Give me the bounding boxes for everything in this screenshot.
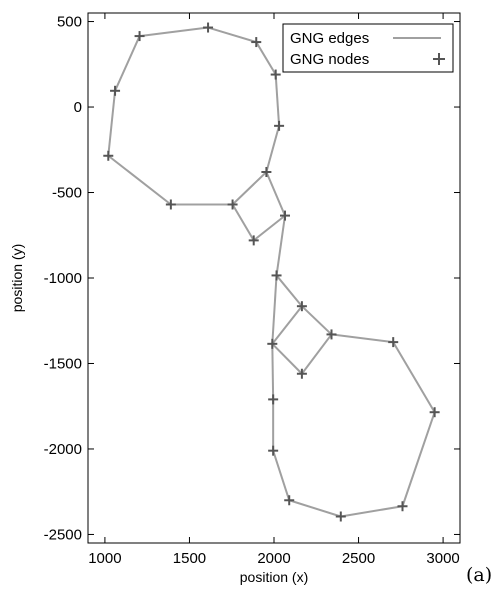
gng-node (261, 167, 272, 177)
y-axis-label: position (y) (9, 244, 25, 312)
gng-node (268, 394, 279, 405)
x-axis-label: position (x) (240, 569, 308, 585)
gng-edge (392, 341, 436, 413)
gng-node (268, 445, 279, 456)
gng-edge (231, 171, 268, 206)
y-tick-label: -2500 (44, 526, 82, 543)
gng-node (296, 301, 307, 312)
nodes-layer (103, 22, 440, 522)
legend-label-nodes: GNG nodes (290, 51, 369, 68)
gng-edge (255, 41, 277, 76)
gng-node (397, 501, 408, 512)
ticks-layer: 1000 1500 2000 2500 3000 500 0 -500 -1000 -1500 -2… (44, 13, 460, 567)
gng-edge (301, 333, 333, 375)
gng-edge (331, 333, 394, 344)
gng-node (326, 329, 337, 340)
gng-edge (275, 215, 286, 276)
gng-node (134, 31, 145, 42)
panel-tag: (a) (466, 564, 492, 586)
y-tick-label: -2000 (44, 441, 82, 458)
gng-node (203, 22, 214, 33)
gng-edge (253, 214, 286, 242)
gng-node (267, 338, 278, 349)
gng-edge (340, 505, 403, 518)
gng-edge (114, 35, 141, 92)
gng-edge (274, 74, 281, 126)
gng-edge (271, 275, 278, 344)
gng-node (165, 199, 176, 210)
gng-edge (265, 125, 281, 173)
gng-node (110, 85, 121, 96)
legend-box (282, 23, 454, 73)
gng-edge (107, 154, 172, 206)
gng-edge (301, 305, 333, 336)
x-tick-label: 2000 (257, 550, 290, 567)
x-tick-label: 3000 (426, 550, 459, 567)
legend-node-marker (433, 53, 445, 65)
gng-edge (271, 343, 303, 375)
gng-node (335, 511, 346, 522)
gng-node (296, 368, 307, 379)
gng-node (429, 407, 440, 418)
gng-node (271, 270, 282, 281)
y-tick-label: 500 (57, 14, 82, 31)
gng-node (227, 199, 238, 210)
gng-node (251, 37, 262, 48)
gng-node (274, 120, 285, 131)
gng-edge (265, 171, 286, 216)
gng-edge (139, 26, 209, 38)
x-tick-label: 1500 (173, 550, 206, 567)
gng-edge (275, 274, 303, 307)
plot-frame (87, 12, 461, 544)
gng-edge (231, 203, 255, 241)
x-tick-label: 1000 (88, 550, 121, 567)
gng-node (284, 495, 295, 506)
edges-layer (107, 26, 436, 518)
gng-node (270, 69, 281, 80)
gng-edge (271, 305, 303, 345)
gng-node (388, 337, 399, 348)
x-tick-label: 2500 (342, 550, 375, 567)
gng-node (103, 150, 114, 161)
y-tick-label: -1000 (44, 270, 82, 287)
gng-edge (271, 343, 275, 400)
y-tick-label: 0 (74, 99, 82, 116)
legend-label-edges: GNG edges (290, 30, 369, 47)
legend: GNG edges GNG nodes (282, 23, 454, 73)
gng-edge (401, 411, 436, 507)
y-tick-label: -1500 (44, 355, 82, 372)
gng-edge (207, 26, 257, 44)
gng-node (248, 235, 259, 246)
gng-edge (272, 450, 291, 501)
gng-node (279, 210, 290, 221)
y-tick-label: -500 (52, 185, 82, 202)
gng-edge (288, 499, 342, 518)
gng-edge (107, 90, 117, 156)
